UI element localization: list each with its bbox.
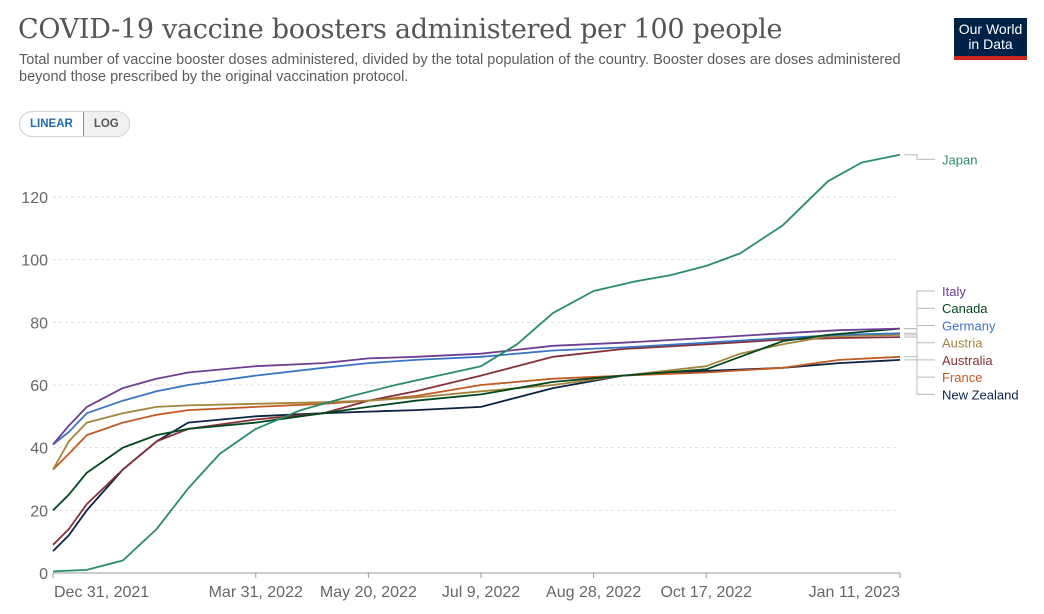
legend-connector [904,290,935,330]
x-tick-label: May 20, 2022 [320,584,417,601]
y-tick-label: 0 [39,566,48,583]
log-scale-button[interactable]: LOG [83,112,129,136]
legend-label-germany: Germany [942,318,996,333]
legend-label-france: France [942,370,982,385]
owid-logo[interactable]: Our World in Data [954,18,1027,60]
chart-subtitle: Total number of vaccine booster doses ad… [19,52,901,85]
series-line-new-zealand [52,359,901,552]
x-tick-label: Mar 31, 2022 [209,584,303,601]
series-line-italy [52,327,901,446]
linear-scale-button[interactable]: LINEAR [19,112,84,136]
y-tick-label: 60 [30,378,48,395]
scale-toggle: LINEAR LOG [19,111,130,137]
legend-connector [904,336,935,361]
series-line-canada [52,327,901,511]
x-tick-label: Oct 17, 2022 [660,584,752,601]
series-line-germany [52,332,901,446]
x-tick-label: Aug 28, 2022 [546,584,641,601]
x-tick-label: Jul 9, 2022 [442,584,520,601]
legend-connector [904,324,935,334]
y-tick-label: 80 [30,315,48,332]
legend-connector [904,307,935,330]
y-axis-ticks: 0 20 40 60 80 100 120 [21,190,48,583]
logo-line-1: Our World [958,21,1023,37]
legend-label-italy: Italy [942,284,966,299]
series-legend: Japan Italy Canada Germany Austria Australia F… [904,152,1019,402]
y-tick-label: 20 [30,503,48,520]
legend-label-australia: Australia [942,353,993,368]
y-tick-label: 100 [21,253,48,270]
legend-connector [904,359,935,395]
logo-line-2: in Data [968,36,1013,52]
x-tick-label: Dec 31, 2021 [54,584,149,601]
chart-title: COVID-19 vaccine boosters administered p… [18,14,783,45]
legend-label-canada: Canada [942,301,988,316]
legend-label-austria: Austria [942,336,983,351]
legend-connector [904,154,935,160]
series-line-japan [52,153,901,573]
x-axis: Dec 31, 2021 Mar 31, 2022 May 20, 2022 Jul … [52,572,901,601]
legend-connector [904,334,935,344]
series-line-austria [52,334,901,471]
legend-label-new-zealand: New Zealand [942,387,1019,402]
series-lines [52,153,901,573]
x-tick-label: Jan 11, 2023 [809,584,900,601]
legend-label-japan: Japan [942,152,977,167]
y-tick-label: 120 [21,190,48,207]
y-tick-label: 40 [30,441,48,458]
